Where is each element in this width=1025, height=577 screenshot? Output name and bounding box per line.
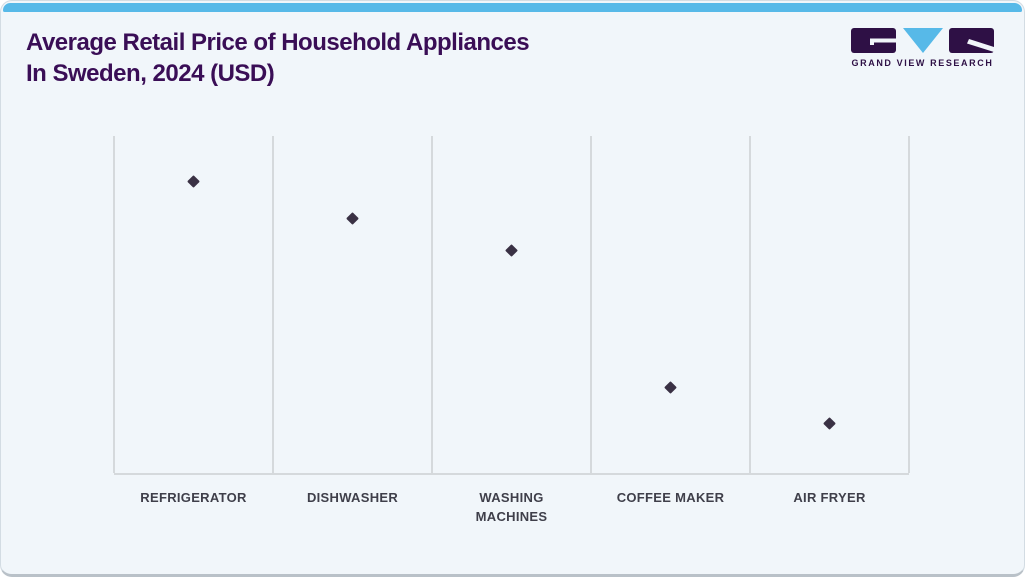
category-label-dishwasher: DISHWASHER	[306, 490, 399, 505]
data-point-coffee-maker	[664, 380, 677, 394]
panel-separator-line	[908, 136, 910, 473]
gvr-logo-mark-icon	[851, 28, 994, 53]
top-accent-bar	[3, 3, 1022, 12]
page-title-line1: Average Retail Price of Household Applia…	[26, 29, 530, 56]
gvr-logo: GRAND VIEW RESEARCH	[851, 28, 994, 68]
data-point-air-fryer	[823, 416, 836, 430]
data-point-refrigerator	[187, 174, 200, 188]
x-axis-labels: REFRIGERATOR DISHWASHER WASHING MACHINES CO…	[114, 488, 909, 548]
page-title-line2: In Sweden, 2024 (USD)	[26, 60, 275, 87]
logo-r-slash	[967, 39, 994, 52]
gvr-logo-text: GRAND VIEW RESEARCH	[851, 58, 994, 68]
data-point-dishwasher	[346, 212, 359, 226]
category-label-coffee-maker: COFFEE MAKER	[616, 490, 725, 505]
data-point-washing-machines	[505, 244, 518, 258]
panel-separator-line	[272, 136, 274, 473]
logo-v-triangle-icon	[903, 28, 943, 53]
category-label-air-fryer: AIR FRYER	[793, 490, 866, 505]
panel-separator-line	[113, 136, 115, 473]
category-label-refrigerator: REFRIGERATOR	[140, 490, 247, 505]
panel-separator-line	[590, 136, 592, 473]
x-axis-baseline	[114, 473, 909, 475]
panel-separator-line	[749, 136, 751, 473]
panel-separator-line	[431, 136, 433, 473]
plot-area	[113, 136, 910, 475]
category-label-washing-machines: WASHING MACHINES	[475, 490, 548, 524]
page-title: Average Retail Price of Household Applia…	[26, 27, 530, 89]
logo-g-notch	[870, 38, 896, 45]
